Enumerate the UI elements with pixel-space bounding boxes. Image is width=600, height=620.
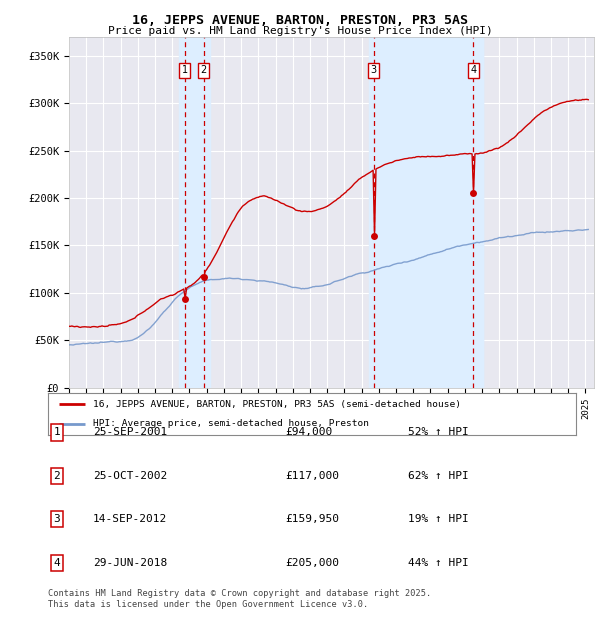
Text: Price paid vs. HM Land Registry's House Price Index (HPI): Price paid vs. HM Land Registry's House … xyxy=(107,26,493,36)
Text: 1: 1 xyxy=(53,427,61,438)
Text: 16, JEPPS AVENUE, BARTON, PRESTON, PR3 5AS (semi-detached house): 16, JEPPS AVENUE, BARTON, PRESTON, PR3 5… xyxy=(93,400,461,409)
Text: 3: 3 xyxy=(371,66,377,76)
Bar xyxy=(179,37,209,387)
Text: £117,000: £117,000 xyxy=(285,471,339,481)
Bar xyxy=(468,37,483,387)
Text: £159,950: £159,950 xyxy=(285,514,339,525)
Text: 2: 2 xyxy=(53,471,61,481)
Text: 44% ↑ HPI: 44% ↑ HPI xyxy=(408,557,469,568)
Text: HPI: Average price, semi-detached house, Preston: HPI: Average price, semi-detached house,… xyxy=(93,419,369,428)
Text: 16, JEPPS AVENUE, BARTON, PRESTON, PR3 5AS: 16, JEPPS AVENUE, BARTON, PRESTON, PR3 5… xyxy=(132,14,468,27)
Text: £205,000: £205,000 xyxy=(285,557,339,568)
Text: 4: 4 xyxy=(470,66,476,76)
Text: Contains HM Land Registry data © Crown copyright and database right 2025.
This d: Contains HM Land Registry data © Crown c… xyxy=(48,590,431,609)
Text: £94,000: £94,000 xyxy=(285,427,332,438)
Text: 4: 4 xyxy=(53,557,61,568)
Text: 52% ↑ HPI: 52% ↑ HPI xyxy=(408,427,469,438)
Text: 19% ↑ HPI: 19% ↑ HPI xyxy=(408,514,469,525)
Text: 62% ↑ HPI: 62% ↑ HPI xyxy=(408,471,469,481)
Text: 25-OCT-2002: 25-OCT-2002 xyxy=(93,471,167,481)
Text: 25-SEP-2001: 25-SEP-2001 xyxy=(93,427,167,438)
Bar xyxy=(368,37,483,387)
Text: 3: 3 xyxy=(53,514,61,525)
Text: 2: 2 xyxy=(200,66,207,76)
Text: 14-SEP-2012: 14-SEP-2012 xyxy=(93,514,167,525)
Text: 1: 1 xyxy=(182,66,188,76)
Text: 29-JUN-2018: 29-JUN-2018 xyxy=(93,557,167,568)
